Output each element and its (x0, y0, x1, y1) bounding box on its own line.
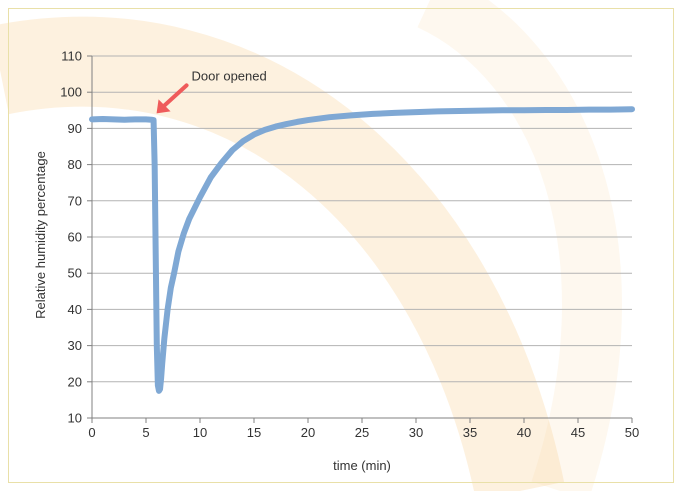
x-tick-label: 50 (625, 425, 639, 440)
y-tick-label: 60 (68, 230, 82, 245)
y-tick-label: 40 (68, 302, 82, 317)
x-tick-label: 30 (409, 425, 423, 440)
x-tick-label: 10 (193, 425, 207, 440)
x-tick-label: 15 (247, 425, 261, 440)
y-tick-label: 90 (68, 121, 82, 136)
x-tick-label: 0 (88, 425, 95, 440)
y-tick-label: 70 (68, 193, 82, 208)
x-tick-label: 25 (355, 425, 369, 440)
x-tick-label: 5 (142, 425, 149, 440)
x-axis-title: time (min) (333, 458, 391, 473)
background-arc (0, 16, 565, 491)
axis-layer: 10 20 30 40 50 60 70 80 90 100 110 0 5 10 15 20 25 30 35 40… (60, 49, 639, 441)
annotation-arrow-shaft (162, 83, 189, 108)
x-tick-label: 45 (571, 425, 585, 440)
grid-layer (92, 55, 632, 383)
y-tick-label: 100 (60, 85, 82, 100)
y-tick-label: 20 (68, 374, 82, 389)
x-tick-label: 40 (517, 425, 531, 440)
annotation-label: Door opened (192, 68, 267, 83)
series-layer (89, 106, 635, 394)
frame-border (8, 8, 674, 483)
y-axis-title: Relative humidity percentage (33, 151, 48, 319)
x-tick-label: 35 (463, 425, 477, 440)
background-arc-light (416, 0, 622, 491)
series-line-0 (89, 106, 635, 394)
annotation-layer: Door opened (156, 68, 267, 114)
y-tick-label: 30 (68, 338, 82, 353)
y-tick-label: 80 (68, 157, 82, 172)
y-tick-label: 10 (68, 411, 82, 426)
annotation-arrow-head (156, 99, 171, 114)
y-tick-label: 50 (68, 266, 82, 281)
x-tick-label: 20 (301, 425, 315, 440)
y-tick-label: 110 (61, 49, 82, 64)
